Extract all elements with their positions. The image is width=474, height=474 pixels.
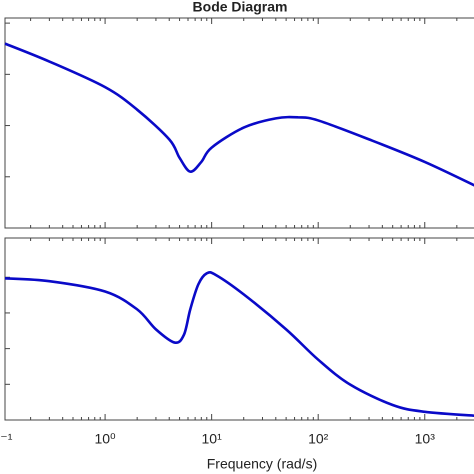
chart-title: Bode Diagram <box>193 0 288 15</box>
axes-frame <box>4 17 474 229</box>
x-tick-label: 10³ <box>415 431 436 447</box>
x-axis-label: Frequency (rad/s) <box>207 456 317 472</box>
x-tick-label: 10⁰ <box>94 431 116 447</box>
x-tick-label: 10⁻¹ <box>0 431 13 447</box>
axes-frame <box>4 237 474 421</box>
x-tick-label: 10² <box>308 431 329 447</box>
x-tick-label: 10¹ <box>202 431 223 447</box>
line <box>4 270 474 417</box>
line <box>4 42 474 187</box>
